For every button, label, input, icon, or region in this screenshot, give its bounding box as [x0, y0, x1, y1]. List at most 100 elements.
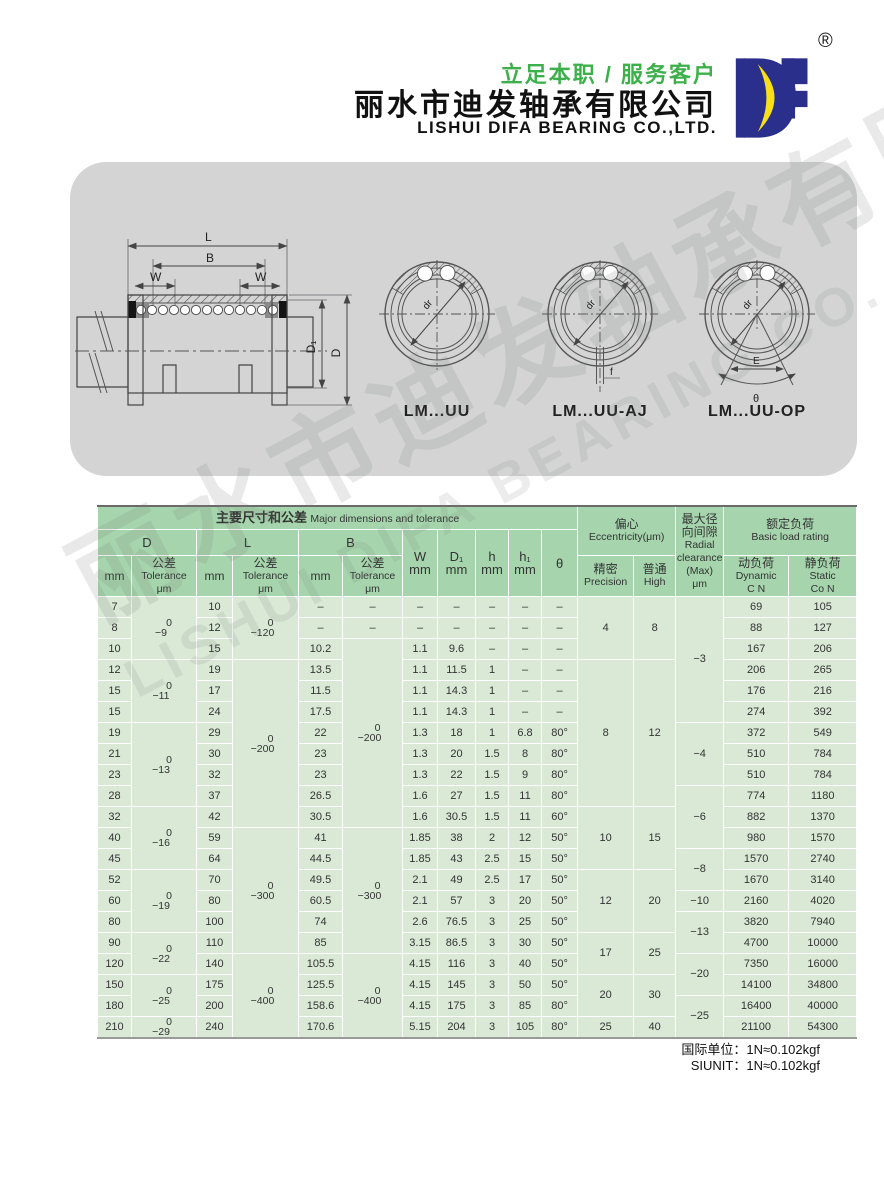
cell-D: 150 — [97, 974, 132, 996]
cell-radial-clearance: −8 — [675, 848, 725, 891]
cell-static-load: 16000 — [788, 953, 858, 975]
cell-W: 2.1 — [402, 890, 438, 912]
cell-ecc-precision: 4 — [577, 596, 635, 660]
cell-dynamic-load: 206 — [723, 659, 790, 681]
table-row: 8 12– – – – – – –88 127 — [97, 617, 858, 639]
cell-radial-clearance: −10 — [675, 890, 725, 912]
cell-D: 40 — [97, 827, 132, 849]
table-row: 12 0 −11 19 0 −200 13.5 1.1 11.5 1– –8 12 206 265 — [97, 659, 858, 828]
cell-B: 44.5 — [298, 848, 343, 870]
cell-D1: 14.3 — [437, 680, 476, 702]
cell-B: 13.5 — [298, 659, 343, 681]
cell-D1: 76.5 — [437, 911, 476, 933]
cell-h1: 20 — [508, 890, 542, 912]
cell-dynamic-load: 69 — [723, 596, 790, 618]
cell-h: 1 — [475, 701, 509, 723]
cell-B: 105.5 — [298, 953, 343, 975]
cell-D1: – — [437, 617, 476, 639]
cell-h: 2 — [475, 827, 509, 849]
cell-W: – — [402, 617, 438, 639]
ring-diagram-lm-uu-op: dr E θ — [697, 252, 817, 412]
cell-L: 70 — [196, 869, 233, 891]
cell-W: 1.3 — [402, 722, 438, 744]
cell-dynamic-load: 21100 — [723, 1016, 790, 1039]
cell-D: 120 — [97, 953, 132, 975]
cell-L-tolerance: 0 −200 — [232, 659, 299, 828]
cell-h1: 25 — [508, 911, 542, 933]
cell-D1: 49 — [437, 869, 476, 891]
cell-h1: 12 — [508, 827, 542, 849]
cell-D: 60 — [97, 890, 132, 912]
cell-W: 2.1 — [402, 869, 438, 891]
ring-svg-aj: dr f — [542, 260, 658, 392]
cell-L: 59 — [196, 827, 233, 849]
cell-ecc-precision: 10 — [577, 806, 635, 870]
table-row: 23 32 23 1.3 22 1.5 9 80° 510 784 — [97, 764, 858, 786]
cell-B: 158.6 — [298, 995, 343, 1017]
cell-L-tolerance: 0 −400 — [232, 953, 299, 1039]
cell-dynamic-load: 774 — [723, 785, 790, 807]
cell-D1: 27 — [437, 785, 476, 807]
cell-h: 1.5 — [475, 806, 509, 828]
cell-static-load: 2740 — [788, 848, 858, 870]
E-label: E — [753, 356, 760, 367]
cell-L: 29 — [196, 722, 233, 744]
variant-label-lm-uu: LM...UU — [403, 403, 471, 420]
cell-D: 45 — [97, 848, 132, 870]
cell-h: 1.5 — [475, 743, 509, 765]
table-row: 32 0 −16 42 30.5 1.6 30.5 1.5 11 60° 10 15 882 1370 — [97, 806, 858, 870]
cell-W: 1.6 — [402, 806, 438, 828]
cell-D1: 204 — [437, 1016, 476, 1039]
cell-theta: 80° — [540, 743, 579, 765]
theta-label: θ — [753, 393, 759, 405]
cell-W: 1.1 — [402, 638, 438, 660]
cell-h: 3 — [475, 953, 509, 975]
table-row: 40 59 0 −300 41 0 −300 1.85 38 2 12 50° 980 1570 — [97, 827, 858, 954]
cell-D: 52 — [97, 869, 132, 891]
cell-D: 28 — [97, 785, 132, 807]
cell-L: 240 — [196, 1016, 233, 1039]
company-name-en: LISHUI DIFA BEARING CO.,LTD. — [417, 118, 717, 137]
cell-h1: – — [508, 680, 542, 702]
cell-D1: 30.5 — [437, 806, 476, 828]
cell-theta: 50° — [540, 932, 579, 954]
cell-dynamic-load: 510 — [723, 743, 790, 765]
table-row: 52 0 −19 70 49.5 2.1 49 2.5 17 50° 12 20 1670 3140 — [97, 869, 858, 933]
cell-static-load: 392 — [788, 701, 858, 723]
cell-W: 1.3 — [402, 764, 438, 786]
cell-h: 3 — [475, 911, 509, 933]
cell-h: 3 — [475, 932, 509, 954]
cell-W: 4.15 — [402, 974, 438, 996]
svg-text:L: L — [205, 230, 212, 244]
cell-B-tolerance: – — [342, 617, 403, 639]
table-row: 180 200 158.6 4.15 175 3 85 80° −25 16400 40000 — [97, 995, 858, 1039]
cell-L: 24 — [196, 701, 233, 723]
cell-B: 22 — [298, 722, 343, 744]
cell-L-tolerance: 0 −300 — [232, 827, 299, 954]
cell-D: 23 — [97, 764, 132, 786]
cell-L: 32 — [196, 764, 233, 786]
cell-B: 85 — [298, 932, 343, 954]
cell-L: 42 — [196, 806, 233, 828]
table-row: 120 140 0 −400 105.5 0 −400 4.15 116 3 40 50° −20 735… — [97, 953, 858, 1039]
cell-B: 74 — [298, 911, 343, 933]
cell-dynamic-load: 274 — [723, 701, 790, 723]
col-D-mm: mm — [97, 555, 132, 597]
cell-theta: 80° — [540, 995, 579, 1017]
cell-radial-clearance: −4 — [675, 722, 725, 786]
table-row: 7 0 −9 10 0 −120– – – – – – –4 8 −3 69 105 — [97, 596, 858, 723]
cell-h1: – — [508, 701, 542, 723]
cell-ecc-high: 15 — [633, 806, 677, 870]
table-row: 21 30 23 1.3 20 1.5 8 80° 510 784 — [97, 743, 858, 765]
ring-diagram-lm-uu-aj: dr f — [540, 252, 660, 412]
cell-theta: – — [540, 617, 579, 639]
cell-h: 3 — [475, 1016, 509, 1039]
ring-svg-op: dr E θ — [699, 260, 815, 405]
cell-D: 32 — [97, 806, 132, 828]
cell-dynamic-load: 1570 — [723, 848, 790, 870]
table-row: 90 0 −22 110 85 3.15 86.5 3 30 50° 17 25 4700 10000 — [97, 932, 858, 975]
col-D-tolerance: 公差 Tolerance μm — [131, 555, 197, 597]
cell-dynamic-load: 14100 — [723, 974, 790, 996]
ring-diagram-lm-uu: dr — [377, 252, 497, 412]
